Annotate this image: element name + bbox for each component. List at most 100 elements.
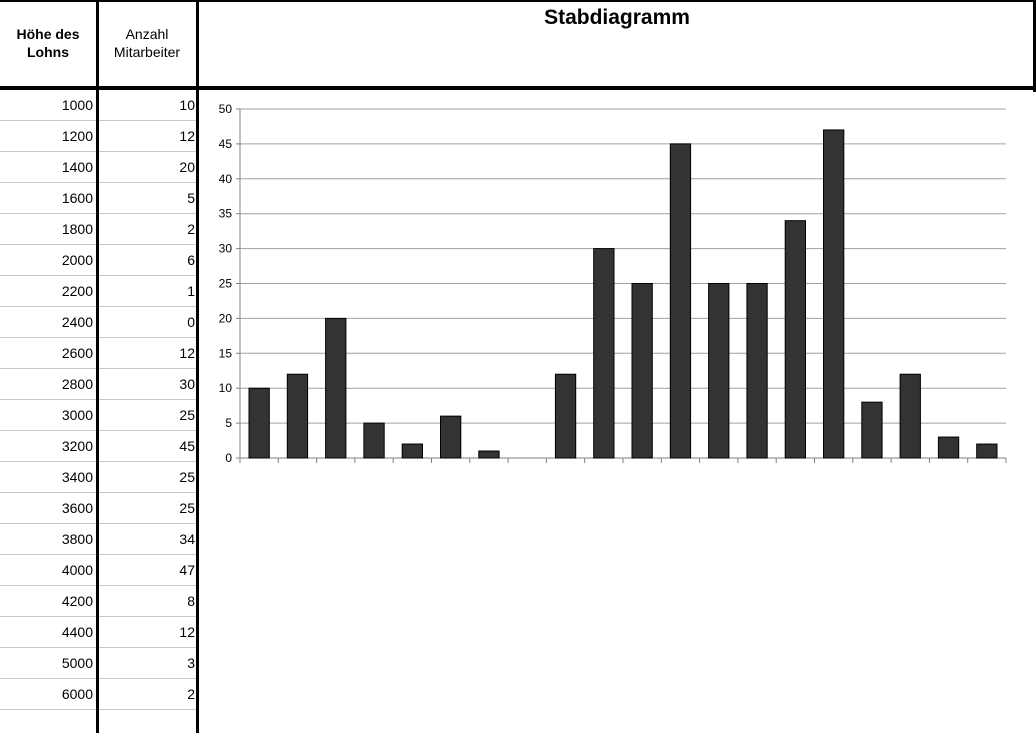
cell-anzahl[interactable]: 10 <box>179 97 195 113</box>
cell-lohn[interactable]: 2400 <box>61 314 93 330</box>
row-divider <box>0 678 198 679</box>
column-border <box>96 0 99 733</box>
cell-anzahl[interactable]: 45 <box>179 438 195 454</box>
cell-anzahl[interactable]: 2 <box>187 686 195 702</box>
cell-anzahl[interactable]: 12 <box>179 624 195 640</box>
cell-anzahl[interactable]: 12 <box>179 345 195 361</box>
cell-anzahl[interactable]: 1 <box>187 283 195 299</box>
table-row: 6000 2 <box>0 679 198 710</box>
top-border <box>0 0 1036 2</box>
table-row: 1400 20 <box>0 152 198 183</box>
row-divider <box>0 430 198 431</box>
bar <box>823 129 845 459</box>
cell-lohn[interactable]: 4200 <box>61 593 93 609</box>
bar <box>899 373 921 459</box>
cell-lohn[interactable]: 3200 <box>61 438 93 454</box>
cell-anzahl[interactable]: 8 <box>187 593 195 609</box>
cell-anzahl[interactable]: 2 <box>187 221 195 237</box>
cell-anzahl[interactable]: 34 <box>179 531 195 547</box>
table-row: 3400 25 <box>0 462 198 493</box>
row-divider <box>0 151 198 152</box>
cell-lohn[interactable]: 5000 <box>61 655 93 671</box>
cell-lohn[interactable]: 3400 <box>61 469 93 485</box>
table-row: 2800 30 <box>0 369 198 400</box>
table-row: 2600 12 <box>0 338 198 369</box>
y-tick-label: 0 <box>225 451 232 465</box>
y-tick-label: 20 <box>219 311 233 325</box>
cell-lohn[interactable]: 6000 <box>61 686 93 702</box>
row-divider <box>0 120 198 121</box>
bar <box>976 443 998 459</box>
cell-lohn[interactable]: 3600 <box>61 500 93 516</box>
bar <box>554 373 577 459</box>
bar <box>401 443 423 459</box>
table-row: 3000 25 <box>0 400 198 431</box>
cell-lohn[interactable]: 1400 <box>61 159 93 175</box>
cell-lohn[interactable]: 1800 <box>61 221 93 237</box>
table-row: 5000 3 <box>0 648 198 679</box>
cell-lohn[interactable]: 3000 <box>61 407 93 423</box>
y-tick-label: 40 <box>219 172 233 186</box>
cell-anzahl[interactable]: 47 <box>179 562 195 578</box>
cell-lohn[interactable]: 2600 <box>61 345 93 361</box>
table-row: 1800 2 <box>0 214 198 245</box>
table-row: 2400 0 <box>0 307 198 338</box>
cell-lohn[interactable]: 3800 <box>61 531 93 547</box>
table-row: 4400 12 <box>0 617 198 648</box>
cell-lohn[interactable]: 1200 <box>61 128 93 144</box>
y-tick-label: 50 <box>219 102 233 116</box>
bar <box>440 415 462 459</box>
row-divider <box>0 461 198 462</box>
y-tick-label: 25 <box>219 277 233 291</box>
table-row: 2000 6 <box>0 245 198 276</box>
row-divider <box>0 244 198 245</box>
table-row: 3600 25 <box>0 493 198 524</box>
cell-anzahl[interactable]: 25 <box>179 500 195 516</box>
cell-lohn[interactable]: 2800 <box>61 376 93 392</box>
cell-lohn[interactable]: 4000 <box>61 562 93 578</box>
row-divider <box>0 647 198 648</box>
cell-anzahl[interactable]: 20 <box>179 159 195 175</box>
row-divider <box>0 585 198 586</box>
cell-anzahl[interactable]: 5 <box>187 190 195 206</box>
chart-border <box>1033 0 1036 92</box>
cell-anzahl[interactable]: 6 <box>187 252 195 268</box>
row-divider <box>0 523 198 524</box>
column-header-anzahl: Anzahl Mitarbeiter <box>113 26 181 60</box>
cell-anzahl[interactable]: 0 <box>187 314 195 330</box>
column-border <box>196 0 199 733</box>
bar <box>861 401 883 459</box>
bar <box>325 317 347 459</box>
row-divider <box>0 306 198 307</box>
cell-anzahl[interactable]: 25 <box>179 407 195 423</box>
row-divider <box>0 399 198 400</box>
y-tick-label: 45 <box>219 137 233 151</box>
row-divider <box>0 554 198 555</box>
column-header-lohn: Höhe des Lohns <box>16 26 80 60</box>
cell-lohn[interactable]: 2000 <box>61 252 93 268</box>
bar <box>669 143 692 459</box>
row-divider <box>0 213 198 214</box>
bar <box>746 283 768 459</box>
table-row: 4000 47 <box>0 555 198 586</box>
cell-lohn[interactable]: 1000 <box>61 97 93 113</box>
chart-title: Stabdiagramm <box>544 6 690 29</box>
bar <box>784 220 806 459</box>
y-tick-label: 10 <box>219 381 233 395</box>
bar <box>593 248 615 459</box>
row-divider <box>0 616 198 617</box>
bar <box>631 283 653 459</box>
y-tick-label: 30 <box>219 242 233 256</box>
cell-anzahl[interactable]: 12 <box>179 128 195 144</box>
cell-lohn[interactable]: 4400 <box>61 624 93 640</box>
cell-anzahl[interactable]: 30 <box>179 376 195 392</box>
cell-anzahl[interactable]: 25 <box>179 469 195 485</box>
y-tick-label: 35 <box>219 207 233 221</box>
cell-anzahl[interactable]: 3 <box>187 655 195 671</box>
cell-lohn[interactable]: 1600 <box>61 190 93 206</box>
bar <box>937 436 960 459</box>
table-row: 2200 1 <box>0 276 198 307</box>
cell-lohn[interactable]: 2200 <box>61 283 93 299</box>
table-row: 3800 34 <box>0 524 198 555</box>
